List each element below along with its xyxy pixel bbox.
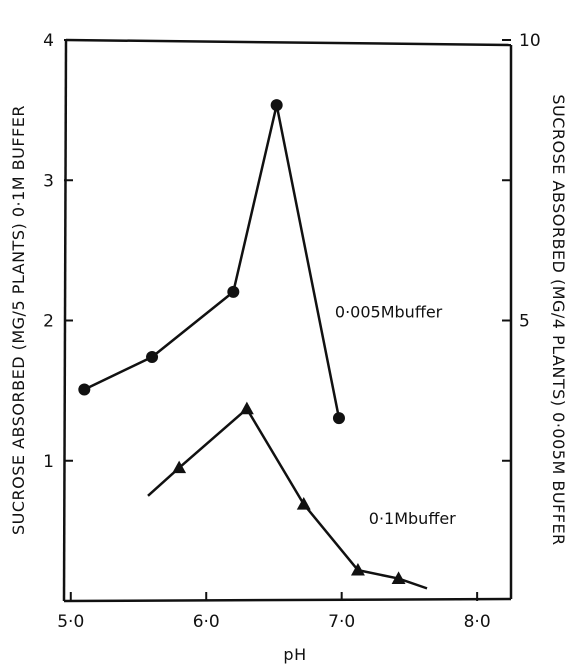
y-axis-title-right: SUCROSE ABSORBED (MG/4 PLANTS) 0·005M BU… xyxy=(549,94,568,545)
data-point xyxy=(227,285,240,298)
y-left-tick-label: 1 xyxy=(43,452,54,472)
tick-labels: 5·0 6·0 7·0 8·0 1 2 3 4 5 10 xyxy=(43,31,540,632)
y-left-tick-label: 2 xyxy=(43,312,54,332)
x-tick-label: 7·0 xyxy=(328,612,355,632)
y-right-tick-label: 10 xyxy=(519,31,541,51)
data-point xyxy=(239,401,254,415)
series-line-1 xyxy=(147,407,428,590)
series-label: 0·1Mbuffer xyxy=(369,509,456,528)
data-point xyxy=(172,460,187,474)
y-left-tick-label: 4 xyxy=(43,31,54,51)
y-right-tick-label: 5 xyxy=(519,312,530,332)
series-layer: 0·005Mbuffer 0·1Mbuffer xyxy=(78,99,456,590)
x-tick-label: 8·0 xyxy=(464,612,491,632)
tick-marks xyxy=(64,39,511,601)
series-line-0 xyxy=(83,103,341,419)
data-point xyxy=(78,383,91,396)
data-point xyxy=(332,412,345,425)
data-point xyxy=(146,350,159,363)
plot-frame xyxy=(62,38,513,603)
y-axis-title-left: SUCROSE ABSORBED (MG/5 PLANTS) 0·1M BUFF… xyxy=(9,105,28,535)
x-axis-title: pH xyxy=(283,645,306,664)
x-tick-label: 6·0 xyxy=(193,612,220,632)
data-point xyxy=(296,497,311,510)
x-tick-label: 5·0 xyxy=(57,612,84,632)
series-label: 0·005Mbuffer xyxy=(335,303,443,322)
data-point xyxy=(270,99,283,112)
data-point xyxy=(350,562,365,576)
y-left-tick-label: 3 xyxy=(43,171,54,191)
data-point xyxy=(391,571,406,584)
